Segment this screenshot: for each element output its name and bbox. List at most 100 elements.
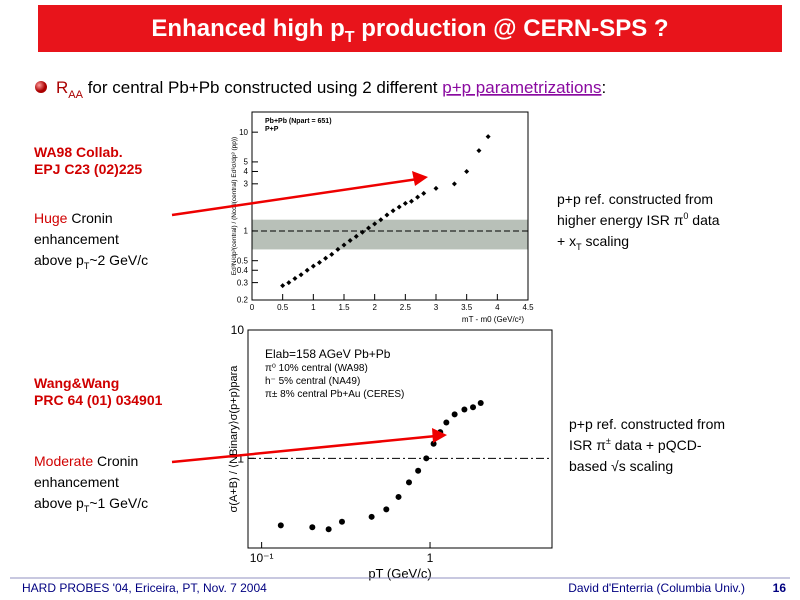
data-point	[415, 194, 421, 200]
data-point	[390, 208, 396, 214]
y-tick-label: 4	[244, 167, 249, 176]
y-tick-label: 0.2	[237, 296, 249, 305]
data-point	[341, 242, 347, 248]
data-point	[292, 276, 298, 282]
legend-entry: π± 8% central Pb+Au (CERES)	[265, 389, 404, 400]
data-point	[329, 251, 335, 257]
y-tick-label: 10	[239, 128, 248, 137]
right-note: higher energy ISR π0 data	[557, 211, 720, 228]
desc: Moderate Cronin	[34, 453, 138, 469]
data-point	[277, 522, 284, 529]
top-notes: WA98 Collab. EPJ C23 (02)225 Huge Cronin…	[34, 144, 720, 271]
ref: PRC 64 (01) 034901	[34, 392, 163, 408]
data-point	[335, 246, 341, 252]
data-point	[408, 198, 414, 204]
data-point	[347, 238, 353, 244]
data-point	[368, 513, 375, 520]
y-tick-label: 0.5	[237, 256, 249, 265]
page-number: 16	[773, 581, 787, 595]
data-point	[470, 404, 477, 411]
x-tick-label: 0	[250, 303, 255, 312]
title-bar	[38, 5, 782, 52]
footer-right: David d'Enterria (Columbia Univ.)	[568, 581, 745, 595]
data-point	[433, 185, 439, 191]
data-point	[477, 399, 484, 406]
data-point	[286, 280, 292, 286]
arrow	[171, 177, 419, 217]
x-tick-label: 2.5	[400, 303, 412, 312]
data-point	[476, 148, 482, 154]
desc: enhancement	[34, 231, 119, 247]
legend-entry: Elab=158 AGeV Pb+Pb	[265, 347, 391, 361]
legend-entry: h⁻ 5% central (NA49)	[265, 376, 360, 387]
data-point	[298, 272, 304, 278]
data-point	[443, 419, 450, 426]
x-tick-label: 4.5	[522, 303, 534, 312]
plot: 0 0.5 1 1.5 2 2.5 3 3.5 4 4.50.20.30.40.5134510mT…	[231, 111, 534, 324]
footer-left: HARD PROBES '04, Ericeira, PT, Nov. 7 20…	[22, 581, 267, 595]
x-tick-label: 10⁻¹	[250, 551, 274, 565]
x-tick-label: 0.5	[277, 303, 289, 312]
plot-frame	[247, 329, 553, 549]
data-point	[323, 255, 329, 261]
data-point	[353, 233, 359, 239]
y-tick-label: 1	[244, 227, 249, 236]
data-point	[464, 168, 470, 174]
plot-frame	[251, 111, 529, 301]
bullet-text: RAA for central Pb+Pb constructed using …	[56, 78, 606, 101]
right-note: p+p ref. constructed from	[557, 191, 713, 207]
data-point	[430, 440, 437, 447]
x-tick-label: 3.5	[461, 303, 473, 312]
data-point	[384, 212, 390, 218]
data-point	[383, 506, 390, 513]
x-axis-label: mT - m0 (GeV/c²)	[462, 315, 524, 324]
data-point	[485, 134, 491, 140]
desc: above pT~2 GeV/c	[34, 252, 148, 271]
x-tick-label: 1	[427, 551, 434, 565]
legend-entry: P+P	[265, 126, 279, 133]
bullet-dot	[35, 81, 47, 93]
data-point	[396, 204, 402, 210]
x-tick-label: 1	[311, 303, 316, 312]
data-point	[405, 479, 412, 486]
data-point	[402, 200, 408, 206]
y-tick-label: 3	[244, 179, 249, 188]
legend-entry: Pb+Pb (Npart = 651)	[265, 118, 332, 125]
data-point	[309, 524, 316, 531]
y-tick-label: 0.4	[237, 266, 249, 275]
data-point	[395, 493, 402, 500]
y-axis-label: σ(A+B) / ⟨NBinary⟩σ(p+p)para	[228, 365, 240, 513]
y-tick-label: 0.3	[237, 278, 249, 287]
data-point	[461, 406, 468, 413]
right-note: based √s scaling	[569, 458, 673, 474]
right-note: p+p ref. constructed from	[569, 416, 725, 432]
y-tick-label: 10	[231, 323, 245, 337]
data-point	[310, 263, 316, 269]
data-point	[451, 411, 458, 418]
y-tick-label: 5	[244, 158, 249, 167]
data-point	[451, 181, 457, 187]
desc: enhancement	[34, 474, 119, 490]
right-note: + xT scaling	[557, 233, 629, 252]
ref: WA98 Collab.	[34, 144, 123, 160]
legend-entry: π⁰ 10% central (WA98)	[265, 363, 368, 374]
data-point	[366, 225, 372, 231]
x-tick-label: 1.5	[338, 303, 350, 312]
data-point	[372, 221, 378, 227]
arrow-head	[412, 171, 428, 186]
desc: Huge Cronin	[34, 210, 113, 226]
data-point	[304, 267, 310, 273]
data-point	[338, 518, 345, 525]
desc: above pT~1 GeV/c	[34, 495, 148, 514]
right-note: ISR π± data + pQCD-	[569, 436, 702, 453]
ref: EPJ C23 (02)225	[34, 161, 142, 177]
x-tick-label: 3	[434, 303, 439, 312]
ref: Wang&Wang	[34, 375, 119, 391]
data-point	[359, 229, 365, 235]
data-point	[316, 259, 322, 265]
y-tick-label: 1	[237, 451, 244, 465]
data-point	[325, 526, 332, 533]
x-tick-label: 2	[372, 303, 377, 312]
x-axis-label: pT (GeV/c)	[368, 566, 431, 581]
